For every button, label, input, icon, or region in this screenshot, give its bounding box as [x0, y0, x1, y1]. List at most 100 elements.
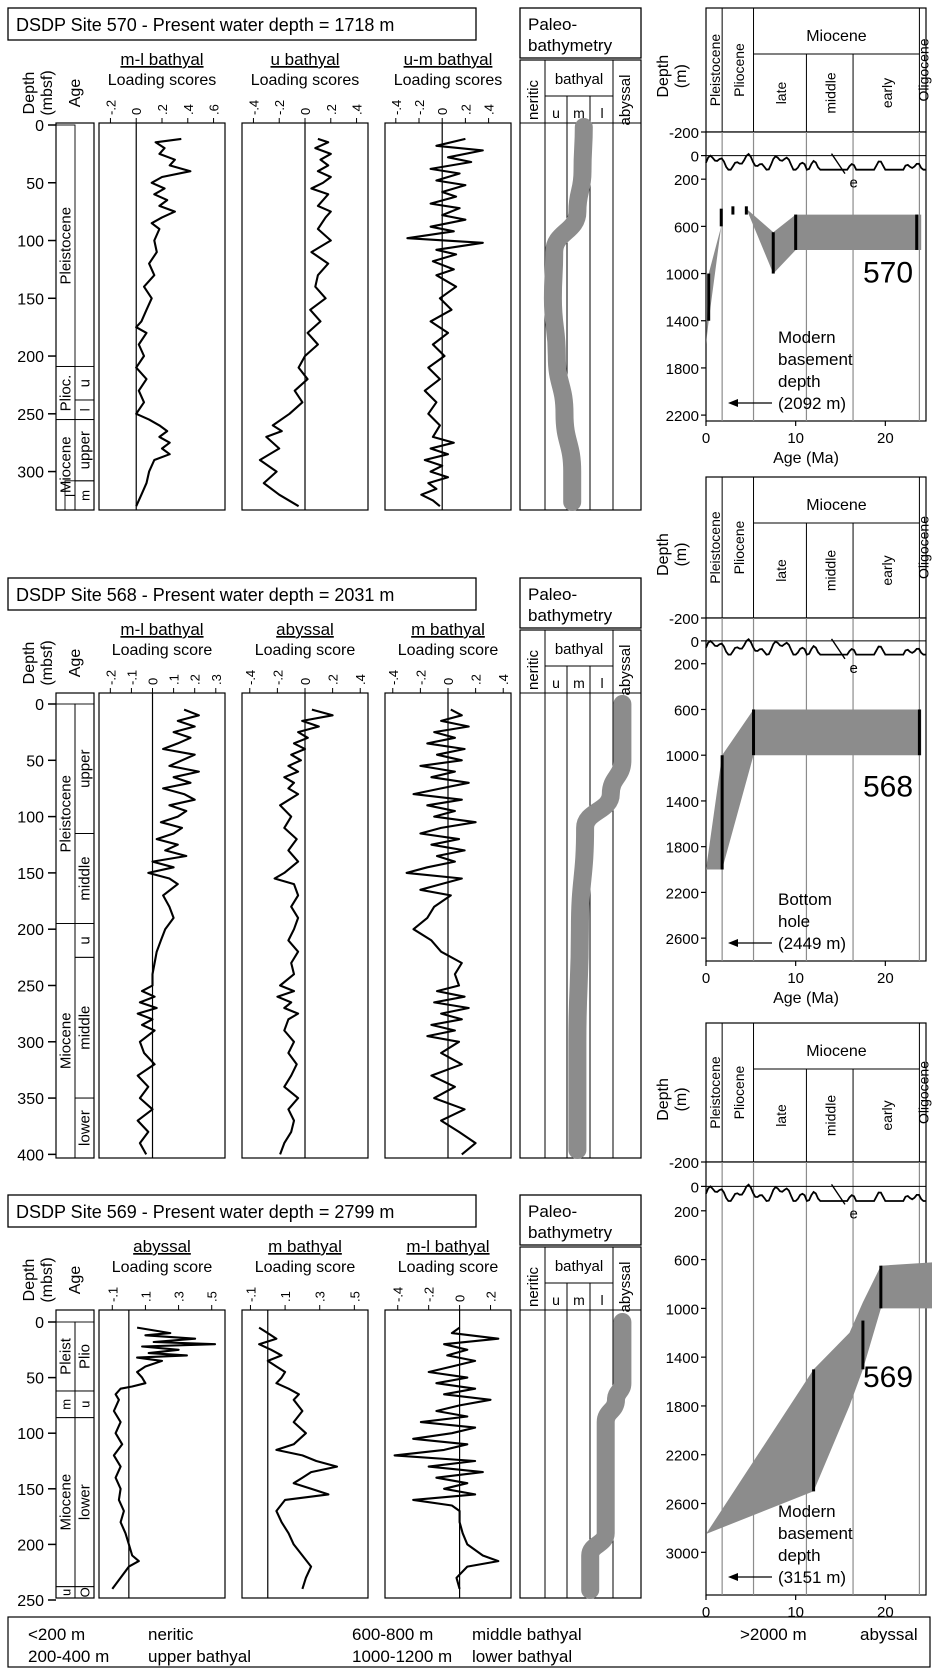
panel-x-tick-label: .4 [181, 104, 196, 115]
panel-x-tick-label: -.4 [391, 1287, 406, 1302]
age-x-tick-label: 10 [787, 430, 804, 447]
basement-note-line: depth [778, 1546, 821, 1565]
paleo-title-box [519, 7, 642, 59]
depth-tick-label: 250 [17, 978, 44, 995]
site-title-box [7, 577, 477, 611]
panel-x-tick-label: .2 [484, 1291, 499, 1302]
zone-u-label: u [552, 105, 560, 121]
loading-series [258, 1326, 339, 1590]
age-unit-label: lower [77, 1110, 94, 1146]
age-depth-y-tick-label: 2200 [666, 885, 699, 902]
panel-title: m-l bathyal [406, 1237, 489, 1256]
panel-title: m-l bathyal [120, 50, 203, 69]
loading-series [393, 1326, 500, 1590]
eustatic-curve [705, 1183, 926, 1203]
panel-x-tick-label: .1 [167, 674, 182, 685]
paleo-title-box [519, 577, 642, 629]
age-unit-label: u [77, 936, 94, 944]
legend-range: <200 m [28, 1625, 85, 1644]
age-column-label: Age [67, 649, 84, 678]
legend-zone: middle bathyal [472, 1625, 582, 1644]
loading-series [136, 708, 200, 1155]
age-depth-y-tick-label: 1000 [666, 267, 699, 284]
panel-x-tick-label: 0 [146, 678, 161, 685]
age-x-tick-label: 20 [877, 970, 894, 987]
panel-x-tick-label: .2 [155, 104, 170, 115]
zone-neritic-label: neritic [525, 649, 542, 690]
age-depth-y-tick-label: 0 [691, 634, 699, 651]
panel-subtitle: Loading scores [108, 72, 217, 89]
panel-x-tick-label: 0 [298, 678, 313, 685]
age-unit-label: Pleistocene [58, 207, 75, 285]
paleo-band [568, 695, 632, 1159]
site-title: DSDP Site 570 - Present water depth = 17… [16, 15, 394, 35]
panel-x-tick-label: 0 [441, 678, 456, 685]
legend-zone: neritic [148, 1625, 194, 1644]
age-column-label: Age [67, 1266, 84, 1295]
panel-x-tick-label: -.2 [272, 100, 287, 115]
age-depth-axis-label-unit: (m) [673, 64, 690, 88]
panel-x-tick-label: -.1 [243, 1287, 258, 1302]
age-depth-y-tick-label: -200 [669, 125, 699, 142]
loading-series [135, 137, 192, 507]
epoch-label: late [773, 559, 789, 582]
zone-bathyal-label: bathyal [555, 71, 603, 88]
panel-x-tick-label: -.4 [246, 100, 261, 115]
age-depth-axis-label-unit: (m) [673, 543, 690, 567]
legend-zone: abyssal [860, 1625, 918, 1644]
paleo-title-line1: Paleo- [528, 1202, 577, 1221]
basement-note-line: depth [778, 372, 821, 391]
depth-axis-label: Depth [21, 72, 38, 115]
depth-tick-label: 100 [17, 810, 44, 827]
paleo-title-line1: Paleo- [528, 585, 577, 604]
panel-subtitle: Loading score [112, 1259, 213, 1276]
eustatic-curve [705, 152, 926, 171]
panel-subtitle: Loading scores [251, 72, 360, 89]
epoch-label: early [879, 78, 895, 108]
zone-neritic-label: neritic [525, 1266, 542, 1307]
eustatic-arrow [830, 1184, 846, 1205]
age-depth-y-tick-label: 200 [674, 1204, 699, 1221]
age-unit-label: Plio [77, 1344, 94, 1369]
panel-x-tick-label: -.2 [422, 1287, 437, 1302]
age-depth-y-tick-label: 600 [674, 702, 699, 719]
age-unit-label: Pleistocene [58, 775, 75, 853]
age-depth-axis-label: Depth [655, 1078, 672, 1121]
zone-abyssal-label: abyssal [617, 645, 634, 696]
panel-frame [241, 1309, 369, 1599]
zone-u-label: u [552, 675, 560, 691]
age-x-axis-label: Age (Ma) [773, 990, 839, 1007]
panel-title: abyssal [276, 620, 334, 639]
panel-x-tick-label: .2 [324, 104, 339, 115]
epoch-label: late [773, 82, 789, 105]
basement-note-line: (3151 m) [778, 1568, 846, 1587]
panel-title: m bathyal [411, 620, 485, 639]
panel-x-tick-label: .3 [209, 674, 224, 685]
panel-x-tick-label: -.2 [103, 100, 118, 115]
panel-x-tick-label: .6 [207, 104, 222, 115]
site-number-label: 569 [863, 1361, 913, 1394]
paleo-band [543, 118, 593, 511]
panel-x-tick-label: .3 [172, 1291, 187, 1302]
depth-axis-label-unit: (mbsf) [39, 70, 56, 115]
zone-l-label: l [600, 1292, 603, 1308]
depth-tick-label: 50 [26, 1371, 44, 1388]
age-unit-label: m [78, 490, 93, 501]
zone-u-label: u [552, 1292, 560, 1308]
zone-bathyal-label: bathyal [555, 1258, 603, 1275]
panel-x-tick-label: .4 [353, 674, 368, 685]
age-unit-label: Miocene [58, 1474, 75, 1531]
depth-tick-label: 250 [17, 407, 44, 424]
zone-neritic-label: neritic [525, 79, 542, 120]
loading-series [273, 708, 334, 1155]
legend-range: 200-400 m [28, 1647, 109, 1666]
site-number-label: 568 [863, 770, 913, 803]
depth-tick-label: 150 [17, 866, 44, 883]
epoch-label: middle [823, 1095, 839, 1136]
panel-x-tick-label: .2 [188, 674, 203, 685]
basement-note-line: hole [778, 912, 810, 931]
panel-subtitle: Loading score [398, 642, 499, 659]
panel-subtitle: Loading score [255, 1259, 356, 1276]
depth-tick-label: 0 [35, 1315, 44, 1332]
paleo-title-line1: Paleo- [528, 15, 577, 34]
